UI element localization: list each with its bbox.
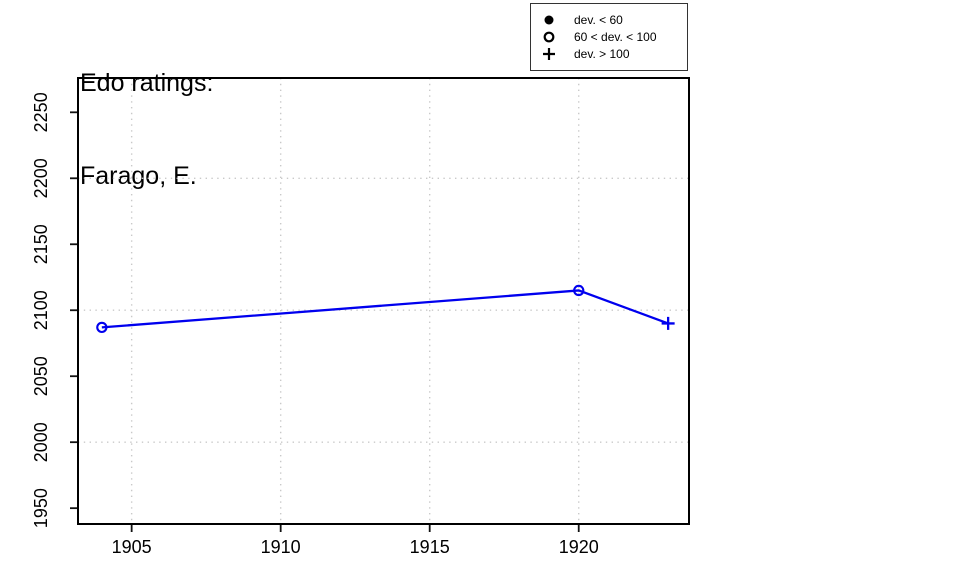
x-axis-tick-label: 1920 [559, 537, 599, 557]
legend-label: dev. < 60 [574, 13, 623, 27]
rating-line-series [101, 289, 669, 329]
x-axis-tick-label: 1905 [112, 537, 152, 557]
gridlines [78, 78, 689, 524]
y-axis-tick-label: 2200 [31, 158, 51, 198]
legend-label: 60 < dev. < 100 [574, 30, 657, 44]
y-axis-tick-label: 1950 [31, 488, 51, 528]
legend-item-dev-gt-100: dev. > 100 [531, 46, 687, 63]
filled-circle-icon [544, 15, 554, 25]
axis-tick-labels: 1905 1910 1915 1920 1950 2000 2050 2100 2150 2200… [31, 92, 599, 557]
y-axis-tick-label: 2000 [31, 422, 51, 462]
chart-title-line1: Edo ratings: [80, 69, 214, 97]
plus-icon [543, 48, 555, 60]
chart-title-line2: Farago, E. [80, 162, 197, 190]
chart-title: Edo ratings: Farago, E. [80, 6, 213, 254]
data-point-open-circle [96, 321, 108, 334]
plot-border [77, 77, 690, 525]
data-point-plus [661, 316, 675, 330]
axis-ticks [70, 111, 580, 532]
legend-label: dev. > 100 [574, 47, 630, 61]
y-axis-tick-label: 2150 [31, 224, 51, 264]
y-axis-tick-label: 2250 [31, 92, 51, 132]
legend-box: dev. < 60 60 < dev. < 100 dev. > 100 [530, 3, 688, 71]
y-axis-tick-label: 2100 [31, 290, 51, 330]
data-point-markers [96, 284, 675, 334]
x-axis-tick-label: 1910 [261, 537, 301, 557]
open-circle-icon [543, 31, 555, 43]
y-axis-tick-label: 2050 [31, 356, 51, 396]
x-axis-tick-label: 1915 [410, 537, 450, 557]
legend-item-dev-lt-60: dev. < 60 [531, 12, 687, 29]
data-point-open-circle [573, 284, 585, 297]
legend-item-dev-60-100: 60 < dev. < 100 [531, 29, 687, 46]
